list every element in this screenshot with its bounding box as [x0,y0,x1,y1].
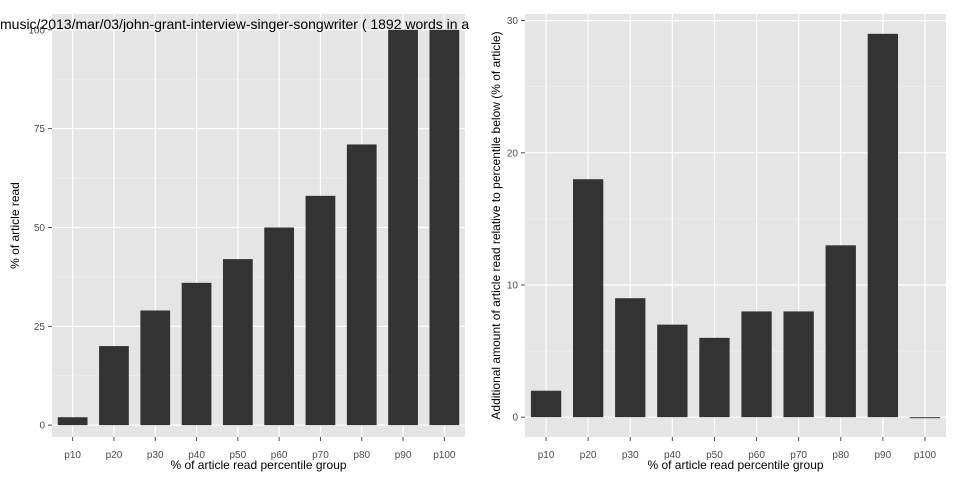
x-tick-label: p100 [914,450,937,461]
x-tick-label: p20 [580,450,597,461]
y-tick-label: 10 [507,280,519,291]
x-tick-label: p50 [706,450,723,461]
x-axis-title: % of article read percentile group [647,458,823,472]
y-tick-label: 0 [512,413,518,424]
bar-p70 [305,195,336,426]
y-axis-title: Additional amount of article read relati… [489,31,503,419]
y-tick-label: 20 [507,148,519,159]
x-tick-label: p60 [271,450,288,461]
x-tick-label: p40 [188,450,205,461]
x-tick-label: p30 [622,450,639,461]
bar-p80 [825,245,856,418]
y-tick-label: 100 [28,25,45,36]
y-tick-label: 30 [507,16,519,27]
x-tick-label: p80 [832,450,849,461]
x-tick-label: p50 [230,450,247,461]
bar-p10 [530,390,562,418]
x-tick-label: p30 [147,450,164,461]
y-tick-label: 25 [34,322,46,333]
bar-p40 [657,324,688,418]
x-tick-label: p10 [538,450,555,461]
x-axis-title: % of article read percentile group [170,458,346,472]
x-tick-label: p70 [312,450,329,461]
bar-p60 [741,311,772,418]
x-tick-label: p100 [433,450,456,461]
x-tick-label: p90 [875,450,892,461]
x-tick-label: p10 [64,450,81,461]
x-tick-label: p70 [790,450,807,461]
y-tick-label: 50 [34,223,46,234]
bar-p100 [909,417,941,419]
y-tick-label: 0 [39,421,45,432]
x-tick-label: p90 [395,450,412,461]
bar-p70 [783,311,814,418]
bar-p20 [99,346,129,426]
bar-p50 [222,259,253,426]
bar-p50 [699,337,730,418]
x-tick-label: p20 [106,450,123,461]
bar-p20 [572,179,604,418]
bar-p80 [346,144,377,426]
bar-p60 [264,227,295,426]
bar-p30 [140,310,171,426]
y-tick-label: 75 [34,124,46,135]
chart-title: music/2013/mar/03/john-grant-interview-s… [0,16,469,32]
bar-p40 [181,282,212,426]
bar-p10 [57,417,88,426]
x-tick-label: p60 [748,450,765,461]
bar-p100 [429,29,460,426]
right-chart: 0 10 20 30 p10 p20 p30 p40 p50 p60 p70 p80 p90 p100 % … [489,14,946,472]
left-chart: 0 25 50 75 100 p10 p20 p30 p40 p50 p60 p70 p80 p90 p10… [0,14,469,472]
y-axis-title: % of article read [8,182,22,269]
bar-p90 [867,33,899,418]
bar-p90 [388,29,418,426]
x-tick-label: p80 [353,450,370,461]
x-tick-label: p40 [664,450,681,461]
bar-p30 [615,298,646,418]
